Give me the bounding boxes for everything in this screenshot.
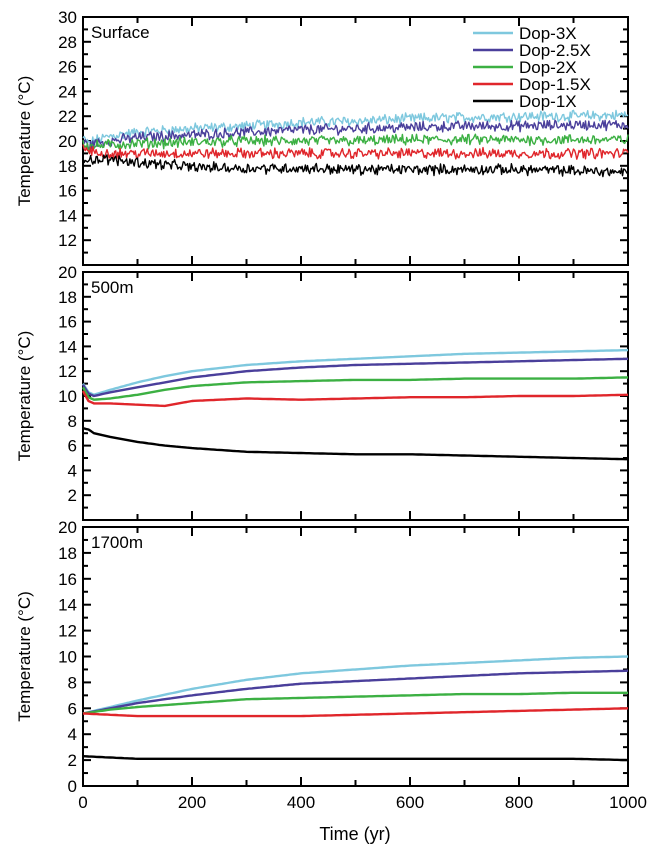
series-line-dop-1-5x	[81, 390, 628, 408]
y-tick-label: 18	[58, 288, 77, 307]
panel-500m: 2 4 6 8 10 12 14 16 18 20 Temperature (°C) 500m	[15, 263, 629, 521]
legend-label: Dop-1X	[519, 92, 577, 111]
y-tick-label: 8	[68, 412, 77, 431]
y-tick-label: 4	[68, 461, 77, 480]
y-tick-label: 12	[58, 362, 77, 381]
series-line-dop-2-5x	[82, 669, 629, 715]
y-tick-label: 20	[58, 263, 77, 282]
y-tick-label: 6	[68, 437, 77, 456]
panel-surface: 12 14 16 18 20 22 24 26 28 30 Temperature (°C) Surf…	[15, 8, 629, 266]
series-line-dop-3x	[81, 348, 629, 396]
series-line-dop-1x	[82, 755, 629, 762]
x-tick-label: 0	[78, 793, 87, 812]
y-tick-label: 18	[58, 157, 77, 176]
series-line-dop-2x	[82, 691, 628, 715]
y-axis-label: Temperature (°C)	[15, 76, 34, 207]
y-tick-label: 22	[58, 107, 77, 126]
y-tick-label: 6	[68, 699, 77, 718]
series-line-dop-3x	[82, 655, 629, 715]
legend-label: Dop-3X	[519, 24, 577, 43]
x-tick-label: 1000	[609, 793, 647, 812]
y-tick-label: 24	[58, 82, 77, 101]
legend-label: Dop-1.5X	[519, 75, 591, 94]
series-line-dop-1-5x	[82, 707, 629, 718]
legend-label: Dop-2.5X	[519, 41, 591, 60]
series-line-dop-2x	[82, 133, 629, 153]
y-tick-label: 16	[58, 570, 77, 589]
series-line-dop-1x	[82, 154, 629, 178]
y-tick-label: 10	[58, 387, 77, 406]
panel-label: 500m	[91, 278, 134, 297]
y-axis-label: Temperature (°C)	[15, 591, 34, 722]
y-tick-label: 0	[68, 777, 77, 796]
y-tick-label: 26	[58, 58, 77, 77]
x-tick-label: 200	[178, 793, 206, 812]
x-tick-label: 800	[505, 793, 533, 812]
y-axis-label: Temperature (°C)	[15, 331, 34, 462]
y-tick-label: 16	[58, 313, 77, 332]
series-line-dop-2x	[81, 376, 629, 401]
x-tick-label: 600	[396, 793, 424, 812]
y-tick-label: 4	[68, 725, 77, 744]
series-line-dop-1-5x	[82, 144, 629, 160]
y-tick-label: 28	[58, 33, 77, 52]
legend-label: Dop-2X	[519, 58, 577, 77]
y-tick-label: 10	[58, 648, 77, 667]
series-line-dop-2-5x	[82, 119, 629, 151]
panel-label: 1700m	[91, 533, 143, 552]
y-tick-label: 12	[58, 622, 77, 641]
y-tick-label: 12	[58, 231, 77, 250]
y-tick-label: 16	[58, 182, 77, 201]
series-line-dop-3x	[82, 109, 629, 146]
y-tick-label: 2	[68, 486, 77, 505]
y-tick-label: 20	[58, 132, 77, 151]
x-axis-label: Time (yr)	[319, 824, 390, 844]
panel-label: Surface	[91, 23, 150, 42]
y-tick-label: 14	[58, 337, 77, 356]
series-line-dop-1x	[82, 427, 628, 461]
y-tick-label: 14	[58, 206, 77, 225]
y-tick-label: 30	[58, 8, 77, 27]
series-line-dop-2-5x	[81, 357, 629, 398]
y-tick-label: 20	[58, 518, 77, 537]
y-tick-label: 8	[68, 673, 77, 692]
plot-frame	[82, 526, 629, 787]
y-tick-label: 2	[68, 751, 77, 770]
y-tick-label: 14	[58, 596, 77, 615]
x-tick-label: 400	[287, 793, 315, 812]
y-tick-label: 18	[58, 544, 77, 563]
